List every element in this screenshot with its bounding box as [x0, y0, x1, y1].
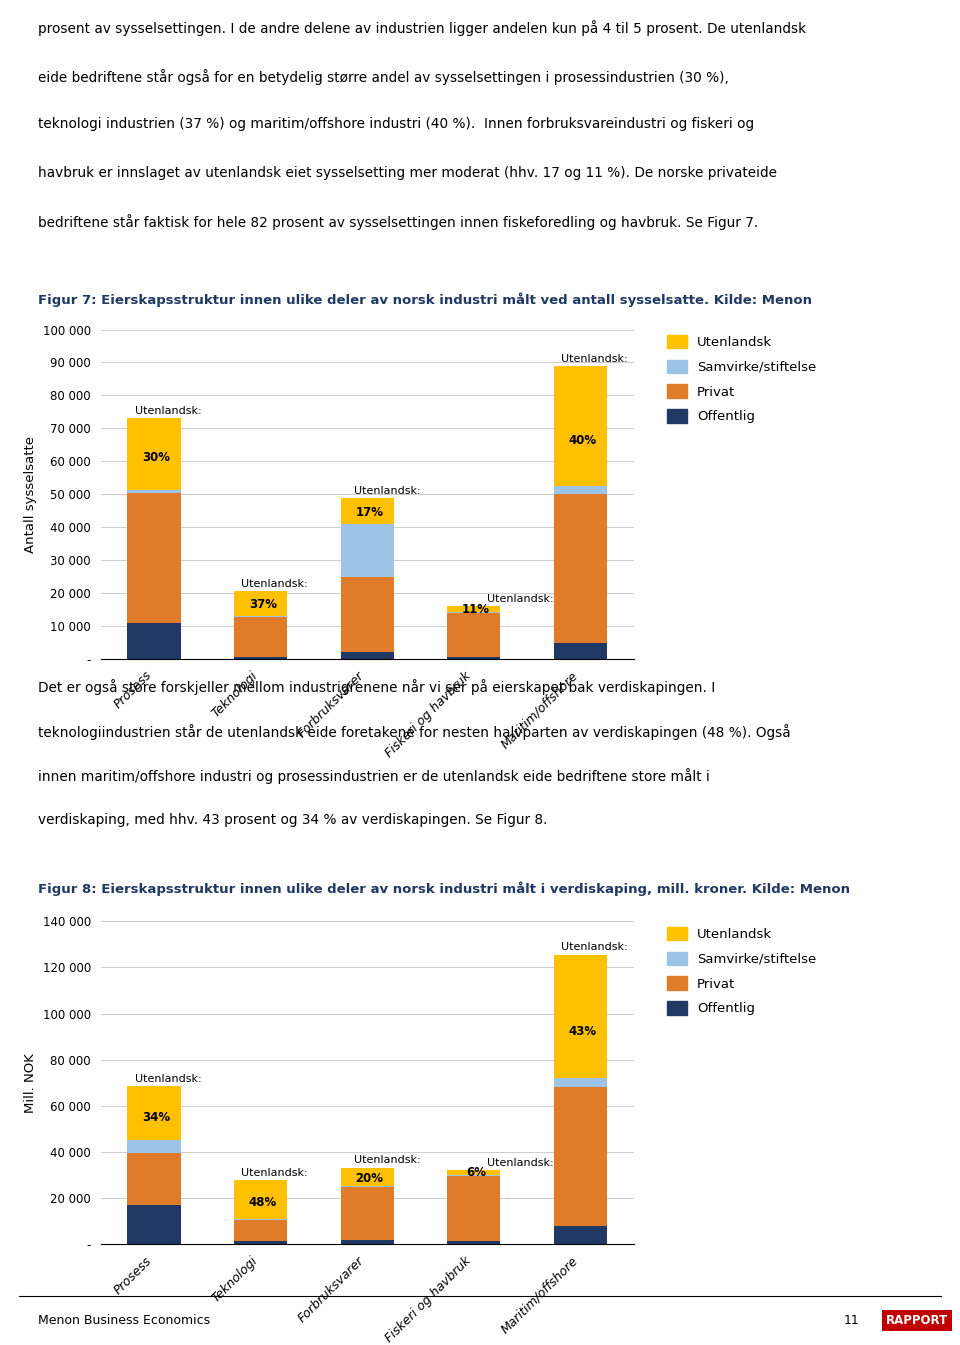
Bar [341, 1167, 394, 1185]
Text: Utenlandsk:: Utenlandsk: [242, 1167, 308, 1178]
Bar [341, 525, 394, 577]
Bar [128, 1087, 180, 1141]
Bar [341, 652, 394, 659]
Text: innen maritim/offshore industri og prosessindustrien er de utenlandsk eide bedri: innen maritim/offshore industri og prose… [38, 768, 710, 784]
Text: teknologi industrien (37 %) og maritim/offshore industri (40 %).  Innen forbruks: teknologi industrien (37 %) og maritim/o… [38, 117, 755, 132]
Text: 11: 11 [844, 1314, 859, 1328]
Bar [554, 1225, 607, 1244]
Bar [234, 617, 287, 656]
Text: Utenlandsk:: Utenlandsk: [562, 943, 628, 952]
Bar [128, 1205, 180, 1244]
Bar [447, 1170, 500, 1176]
Bar [128, 1153, 180, 1205]
Bar [554, 1079, 607, 1087]
Text: Utenlandsk:: Utenlandsk: [354, 1155, 421, 1165]
Bar [128, 418, 180, 491]
Bar [234, 1180, 287, 1219]
Text: Menon Business Economics: Menon Business Economics [38, 1314, 210, 1328]
Bar [128, 492, 180, 623]
Text: eide bedriftene står også for en betydelig større andel av sysselsettingen i pro: eide bedriftene står også for en betydel… [38, 69, 730, 85]
Text: bedriftene står faktisk for hele 82 prosent av sysselsettingen innen fiskeforedl: bedriftene står faktisk for hele 82 pros… [38, 214, 758, 230]
Bar [447, 1240, 500, 1244]
Text: 37%: 37% [249, 599, 276, 611]
Bar [554, 486, 607, 494]
Bar [234, 1240, 287, 1244]
Text: 6%: 6% [466, 1166, 486, 1180]
Y-axis label: Antall sysselsatte: Antall sysselsatte [24, 436, 37, 553]
Bar [447, 612, 500, 658]
Text: 40%: 40% [568, 434, 596, 447]
Text: verdiskaping, med hhv. 43 prosent og 34 % av verdiskapingen. Se Figur 8.: verdiskaping, med hhv. 43 prosent og 34 … [38, 812, 548, 827]
Bar [554, 643, 607, 659]
Bar [554, 366, 607, 486]
Text: Utenlandsk:: Utenlandsk: [135, 1073, 202, 1084]
Bar [234, 590, 287, 616]
Legend: Utenlandsk, Samvirke/stiftelse, Privat, Offentlig: Utenlandsk, Samvirke/stiftelse, Privat, … [661, 921, 822, 1021]
Bar [234, 656, 287, 659]
Bar [341, 1240, 394, 1244]
Text: 30%: 30% [142, 451, 170, 464]
Text: havbruk er innslaget av utenlandsk eiet sysselsetting mer moderat (hhv. 17 og 11: havbruk er innslaget av utenlandsk eiet … [38, 165, 778, 180]
Bar [447, 607, 500, 612]
Bar [447, 658, 500, 659]
Text: Utenlandsk:: Utenlandsk: [242, 580, 308, 589]
Text: Utenlandsk:: Utenlandsk: [562, 354, 628, 364]
Y-axis label: Mill. NOK: Mill. NOK [24, 1053, 37, 1112]
Legend: Utenlandsk, Samvirke/stiftelse, Privat, Offentlig: Utenlandsk, Samvirke/stiftelse, Privat, … [661, 330, 822, 429]
Bar [128, 491, 180, 492]
Bar [128, 623, 180, 659]
Bar [554, 1087, 607, 1225]
Text: 20%: 20% [355, 1171, 383, 1185]
Bar [341, 1185, 394, 1186]
Text: Utenlandsk:: Utenlandsk: [487, 1158, 553, 1167]
Text: 34%: 34% [142, 1111, 170, 1124]
Text: Utenlandsk:: Utenlandsk: [487, 594, 553, 604]
Text: Utenlandsk:: Utenlandsk: [354, 486, 421, 496]
Bar [554, 955, 607, 1079]
Text: Figur 8: Eierskapsstruktur innen ulike deler av norsk industri målt i verdiskapi: Figur 8: Eierskapsstruktur innen ulike d… [38, 882, 851, 896]
Bar [341, 1186, 394, 1240]
Bar [341, 577, 394, 652]
Text: 43%: 43% [568, 1025, 596, 1038]
Text: Utenlandsk:: Utenlandsk: [135, 406, 202, 416]
Text: teknologiindustrien står de utenlandsk eide foretakene for nesten halvparten av : teknologiindustrien står de utenlandsk e… [38, 724, 791, 740]
Text: 48%: 48% [249, 1196, 276, 1209]
Bar [234, 1220, 287, 1240]
Text: 17%: 17% [355, 506, 383, 519]
Text: Det er også store forskjeller mellom industrigrenene når vi ser på eierskapet ba: Det er også store forskjeller mellom ind… [38, 679, 715, 695]
Bar [128, 1141, 180, 1153]
Bar [447, 1176, 500, 1240]
Text: prosent av sysselsettingen. I de andre delene av industrien ligger andelen kun p: prosent av sysselsettingen. I de andre d… [38, 20, 806, 36]
Text: RAPPORT: RAPPORT [886, 1314, 948, 1328]
Text: 11%: 11% [462, 603, 490, 616]
Text: Figur 7: Eierskapsstruktur innen ulike deler av norsk industri målt ved antall s: Figur 7: Eierskapsstruktur innen ulike d… [38, 293, 812, 307]
Bar [554, 494, 607, 643]
Bar [341, 498, 394, 525]
